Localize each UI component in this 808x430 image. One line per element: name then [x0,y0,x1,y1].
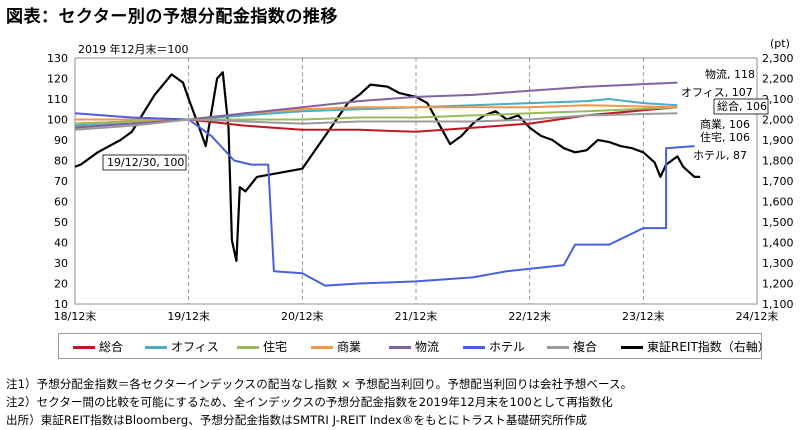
x-tick-label: 22/12末 [508,309,551,323]
y-left-tick-label: 10 [54,298,68,311]
footnote-2: 注2）セクター間の比較を可能にするため、全インデックスの予想分配金指数を2019… [6,395,613,409]
annotation-office: オフィス, 107 [681,86,753,99]
annotation-composite: 総合, 106 [713,98,769,115]
annotation-retail: 商業, 106 [700,117,750,131]
legend-swatch [73,346,95,349]
y-right-tick-label: 2,300 [762,52,794,65]
legend-label: 住宅 [263,340,288,354]
base-note: 2019 年12月末＝100 [78,42,188,56]
y-left-tick-label: 70 [54,175,68,188]
annotation-hotel: ホテル, 87 [693,149,747,162]
legend-label: 複合 [573,340,598,354]
y-left-tick-label: 80 [54,155,68,168]
legend-swatch [463,346,485,349]
y-right-tick-label: 1,700 [762,175,794,188]
grid [188,58,644,304]
legend-label: ホテル [489,340,526,354]
axes: 130 120 110 100 90 80 70 60 50 40 30 20 10 2,300 2,200… [47,52,794,323]
legend-swatch [311,346,333,349]
x-tick-label: 23/12末 [622,309,665,323]
x-tick-label: 18/12末 [54,309,97,323]
y-left-tick-label: 60 [54,196,68,209]
y-right-tick-label: 2,100 [762,93,794,106]
legend-swatch [237,346,259,349]
series-line [74,112,678,131]
annotation-start: 19/12/30, 100 [102,154,187,171]
y-left-tick-label: 50 [54,216,68,229]
y-left-tick-label: 30 [54,257,68,270]
legend-label: 総合 [99,340,124,354]
y-right-tick-label: 1,800 [762,155,794,168]
y-right-tick-label: 2,200 [762,73,794,86]
y-left-tick-label: 40 [54,237,68,250]
y-right-tick-label: 1,900 [762,134,794,147]
y-right-tick-label: 1,300 [762,257,794,270]
legend-label: オフィス [171,340,219,354]
annotation-composite-label: 総合, 106 [717,99,767,113]
x-tick-label: 20/12末 [281,309,324,323]
legend-swatch [621,346,643,349]
footnote-1: 注1）予想分配金指数＝各セクターインデックスの配当なし指数 × 予想配当利回り。… [6,377,633,391]
line-chart: 130 120 110 100 90 80 70 60 50 40 30 20 10 2,300 2,200… [47,37,794,323]
series-layer [74,71,701,287]
y-right-tick-label: 1,400 [762,237,794,250]
right-axis-unit: (pt) [770,37,790,50]
x-tick-label: 24/12末 [736,309,779,323]
footnotes: 注1）予想分配金指数＝各セクターインデックスの配当なし指数 × 予想配当利回り。… [6,375,632,429]
y-left-tick-label: 120 [47,73,68,86]
legend-swatch [547,346,569,349]
annotation-start-label: 19/12/30, 100 [107,156,184,169]
y-left-tick-label: 130 [47,52,68,65]
legend-swatch [145,346,167,349]
y-left-tick-label: 110 [47,93,68,106]
y-left-tick-label: 90 [54,134,68,147]
annotation-logistics: 物流, 118 [705,67,755,81]
legend: 総合 オフィス 住宅 商業 物流 ホテル 複合 東証REIT指数（右軸） [58,333,770,359]
footnote-source: 出所）東証REIT指数はBloomberg、予想分配金指数はSMTRI J-RE… [6,413,588,427]
legend-label: 物流 [415,340,440,354]
page-title: 図表：セクター別の予想分配金指数の推移 [6,7,338,27]
y-left-tick-label: 100 [47,114,68,127]
series-line [74,112,695,287]
legend-label: 東証REIT指数（右軸） [647,340,770,354]
y-right-tick-label: 2,000 [762,114,794,127]
y-right-tick-label: 1,500 [762,216,794,229]
legend-label: 商業 [337,340,362,354]
annotation-residential: 住宅, 106 [700,130,750,144]
legend-swatch [389,346,411,349]
y-right-tick-label: 1,100 [762,298,794,311]
x-tick-label: 19/12末 [167,309,210,323]
x-tick-label: 21/12末 [395,309,438,323]
y-left-tick-label: 20 [54,278,68,291]
y-right-tick-label: 1,200 [762,278,794,291]
y-right-tick-label: 1,600 [762,196,794,209]
